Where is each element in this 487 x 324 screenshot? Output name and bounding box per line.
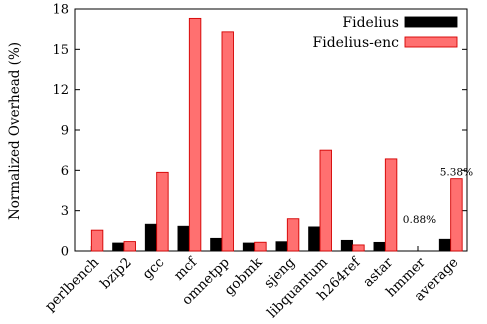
data-label: 0.88% [403,214,436,226]
bar-fidelius-enc-gcc [156,171,169,252]
legend-label: Fidelius-enc [313,35,400,51]
bar-fidelius-enc-h264ref [352,244,365,252]
bar-fidelius-enc-perlbench [90,229,104,252]
bar-fidelius-mcf [177,225,190,252]
bar-fidelius-gcc [144,223,157,252]
x-tick-label: bzip2 [97,255,135,293]
bar-fidelius-enc-mcf [188,17,202,252]
y-tick-label: 18 [52,3,69,18]
y-tick-label: 6 [61,164,69,179]
bar-fidelius-enc-omnetpp [221,31,234,252]
bar-fidelius-bzip2 [112,242,125,252]
bars [90,17,463,252]
y-tick-label: 3 [61,204,69,219]
legend-label: Fidelius [342,15,399,31]
bar-fidelius-enc-libquantum [319,149,332,252]
y-axis-label: Normalized Overhead (%) [7,42,23,220]
x-tick-label: gcc [139,255,167,283]
bar-fidelius-average [438,238,451,252]
bar-fidelius-enc-average [450,178,463,252]
legend-swatch [404,16,458,28]
y-tick-label: 0 [61,245,69,260]
y-tick-label: 9 [61,124,69,139]
bar-fidelius-libquantum [308,226,321,252]
x-tick-label: perlbench [42,254,102,314]
bar-fidelius-h264ref [340,239,353,252]
bar-fidelius-enc-astar [384,158,398,252]
legend: Fidelius Fidelius-enc [313,15,458,51]
bar-fidelius-omnetpp [210,237,223,252]
bar-fidelius-enc-bzip2 [123,241,136,252]
x-tick-label: gobmk [221,254,266,299]
bar-fidelius-gobmk [242,242,255,252]
bar-fidelius-enc-gobmk [254,241,267,252]
bar-fidelius-enc-sjeng [286,218,300,252]
bar-fidelius-astar [373,241,386,252]
y-tick-label: 12 [52,83,69,98]
data-label: 5.38% [440,167,473,179]
bar-fidelius-sjeng [275,241,288,252]
y-tick-label: 15 [52,43,69,58]
legend-swatch [404,36,458,48]
